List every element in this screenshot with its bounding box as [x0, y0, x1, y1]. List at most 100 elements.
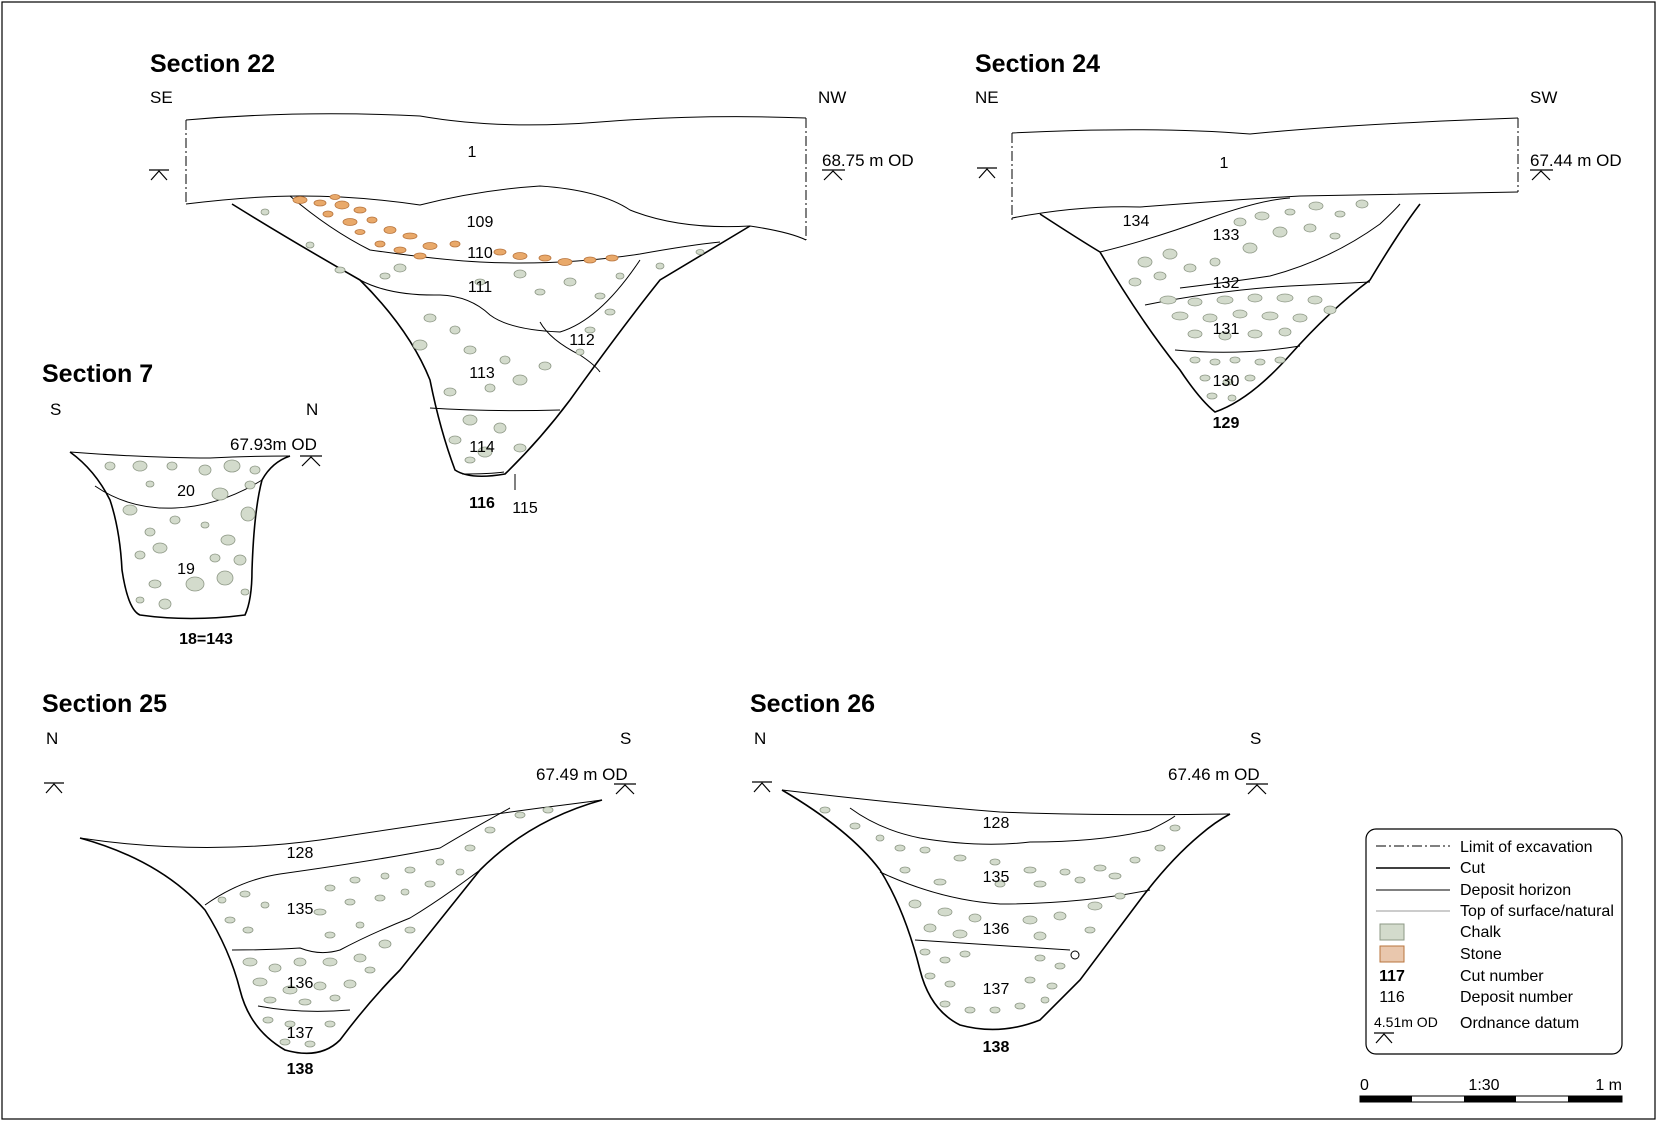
section-26-deposit-128: 128: [983, 815, 1010, 832]
legend-box: [1365, 828, 1623, 1055]
section-22: Section 22 SE NW 68.75 m OD: [149, 50, 914, 517]
section-22-deposit-114: 114: [469, 439, 495, 456]
scale-bar-segment-3: [1464, 1096, 1516, 1102]
legend-label-cut: Cut: [1460, 860, 1485, 877]
legend-datum-symbol: [1374, 1032, 1394, 1044]
section-7-cut-line: [69, 451, 291, 620]
section-7-deposit-20: 20: [177, 483, 195, 500]
section-25-deposit-137: 137: [287, 1025, 314, 1042]
section-24-deposit-130: 130: [1213, 373, 1240, 390]
scale-end-label: 1 m: [1595, 1077, 1622, 1094]
legend-chalk-swatch: [1379, 923, 1405, 941]
section-25: Section 25 N S 67.49 m OD: [42, 690, 636, 1078]
section-26: Section 26 N S 67.46 m OD: [750, 690, 1268, 1056]
legend-label-limit: Limit of excavation: [1460, 839, 1593, 856]
legend-label-cut-number: Cut number: [1460, 968, 1544, 985]
legend-label-datum: Ordnance datum: [1460, 1015, 1579, 1032]
section-25-datum: 67.49 m OD: [536, 765, 628, 784]
section-25-deposit-128: 128: [287, 845, 314, 862]
legend: 117 116 4.51m OD Limit of excavation Cut…: [1365, 828, 1623, 1055]
legend-label-stone: Stone: [1460, 946, 1502, 963]
legend-label-chalk: Chalk: [1460, 924, 1502, 941]
section-26-title: Section 26: [750, 690, 875, 718]
section-22-deposit-109: 109: [467, 214, 494, 231]
section-22-stone-fill: [292, 194, 619, 266]
section-24-horizon-134: [1099, 197, 1291, 253]
section-25-horizon-135: [231, 869, 481, 954]
section-24-deposit-1: 1: [1220, 155, 1229, 172]
section-7-chalk-fill: [104, 459, 261, 610]
legend-label-deposit-number: Deposit number: [1460, 989, 1574, 1006]
section-24-datum-symbol: [977, 167, 997, 179]
section-7-horizon-20: [94, 479, 263, 509]
section-25-datum-marker: [614, 783, 636, 795]
section-26-deposit-136: 136: [983, 921, 1010, 938]
section-25-cut-number: 138: [287, 1061, 314, 1078]
section-24: Section 24 NE SW 67.44 m OD: [975, 50, 1622, 432]
section-26-datum: 67.46 m OD: [1168, 765, 1260, 784]
section-7-datum-marker: [300, 455, 322, 467]
section-25-right-orientation: S: [620, 729, 631, 748]
section-25-deposit-135: 135: [287, 901, 314, 918]
section-22-deposit-1: 1: [468, 144, 477, 161]
section-24-horizon-133: [1179, 203, 1401, 289]
section-24-deposit-131: 131: [1213, 321, 1240, 338]
legend-deposit-number-sample: 116: [1379, 989, 1405, 1006]
section-26-left-orientation: N: [754, 729, 766, 748]
section-22-cut-number: 116: [469, 495, 495, 512]
section-24-datum: 67.44 m OD: [1530, 151, 1622, 170]
section-22-title: Section 22: [150, 50, 275, 78]
section-26-datum-marker: [1246, 783, 1268, 795]
section-26-chalk-fill: [819, 806, 1181, 1014]
section-7-deposit-19: 19: [177, 561, 195, 578]
section-24-chalk-fill: [1128, 199, 1369, 402]
section-24-title: Section 24: [975, 50, 1100, 78]
section-22-chalk-fill: [260, 208, 705, 464]
section-24-deposit-132: 132: [1213, 275, 1240, 292]
section-22-deposit-112: 112: [569, 332, 595, 349]
section-22-surface: [185, 113, 807, 126]
section-25-deposit-136: 136: [287, 975, 314, 992]
scale-bar: 0 1:30 1 m: [1359, 1077, 1623, 1103]
section-25-left-orientation: N: [46, 729, 58, 748]
scale-bar-segment-1: [1360, 1096, 1412, 1102]
section-26-deposit-135: 135: [983, 869, 1010, 886]
section-26-horizon-136: [914, 939, 1071, 951]
section-25-cut-line: [79, 799, 603, 1055]
section-7-cut-number: 18=143: [179, 631, 233, 648]
section-22-deposit-115: 115: [512, 500, 538, 517]
section-24-layer1-base: [1011, 191, 1519, 219]
legend-stone-swatch: [1379, 945, 1405, 963]
section-22-horizon-111: [359, 259, 641, 333]
section-26-right-orientation: S: [1250, 729, 1261, 748]
section-24-datum-marker: [1530, 169, 1553, 181]
section-24-left-orientation: NE: [975, 88, 999, 107]
section-26-datum-symbol: [752, 781, 772, 793]
section-25-datum-symbol: [44, 782, 64, 794]
section-26-cut-number: 138: [983, 1039, 1010, 1056]
section-25-horizon-128: [204, 807, 511, 906]
section-22-deposit-111: 111: [468, 279, 492, 296]
section-22-right-orientation: NW: [818, 88, 846, 107]
section-25-horizon-136: [257, 1005, 351, 1012]
section-25-surface: [79, 799, 603, 848]
section-7-title: Section 7: [42, 360, 153, 388]
section-22-deposit-113: 113: [469, 365, 495, 382]
section-22-horizon-114: [429, 407, 561, 412]
section-22-horizon-115: [461, 471, 505, 475]
legend-datum-sample: 4.51m OD: [1374, 1014, 1438, 1030]
section-22-horizon-109-110: [289, 195, 721, 264]
section-7: Section 7 S N 67.93m OD 20 19 18=143: [42, 360, 322, 648]
section-26-surface: [781, 789, 1231, 816]
section-24-horizon-131: [1174, 345, 1301, 353]
section-25-chalk-fill: [217, 806, 554, 1048]
section-24-deposit-134: 134: [1123, 213, 1150, 230]
scale-start-label: 0: [1360, 1077, 1369, 1094]
section-22-datum-symbol: [149, 169, 169, 181]
legend-label-horizon: Deposit horizon: [1460, 882, 1571, 899]
section-26-deposit-137: 137: [983, 981, 1010, 998]
section-22-deposit-110: 110: [467, 245, 493, 262]
section-7-right-orientation: N: [306, 400, 318, 419]
